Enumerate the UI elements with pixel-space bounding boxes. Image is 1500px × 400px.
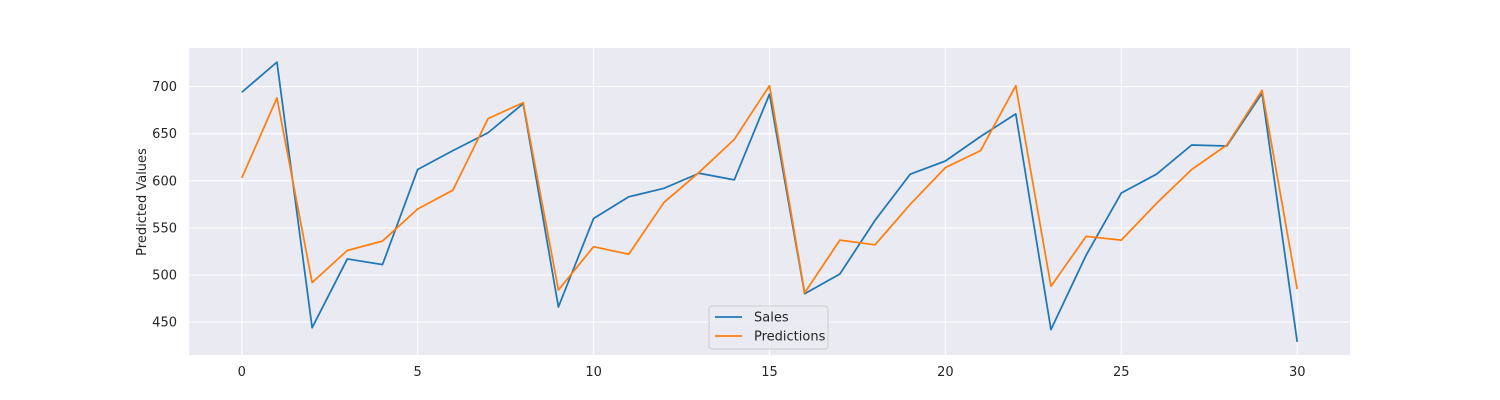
x-tick-label: 0 [238, 365, 246, 380]
y-tick-label: 700 [152, 80, 177, 95]
x-tick-label: 5 [414, 365, 422, 380]
x-axis-ticks: 0 5 10 15 20 25 30 [238, 365, 1306, 380]
y-tick-label: 650 [152, 127, 177, 142]
x-tick-label: 20 [937, 365, 954, 380]
legend-label-predictions: Predictions [754, 330, 826, 345]
x-tick-label: 10 [585, 365, 602, 380]
y-tick-label: 550 [152, 221, 177, 236]
y-axis-ticks: 450 500 550 600 650 700 [152, 80, 177, 330]
x-tick-label: 15 [761, 365, 778, 380]
y-axis-label: Predicted Values [135, 148, 150, 256]
y-tick-label: 450 [152, 316, 177, 331]
series-lines [240, 61, 1299, 342]
series-line-predictions [240, 84, 1299, 294]
y-tick-label: 500 [152, 268, 177, 283]
y-tick-label: 600 [152, 174, 177, 189]
grid [189, 48, 1350, 355]
series-line-sales [241, 61, 1299, 342]
x-tick-label: 25 [1113, 365, 1130, 380]
x-tick-label: 30 [1289, 365, 1306, 380]
legend-label-sales: Sales [754, 311, 789, 326]
legend: Sales Predictions [708, 305, 829, 350]
